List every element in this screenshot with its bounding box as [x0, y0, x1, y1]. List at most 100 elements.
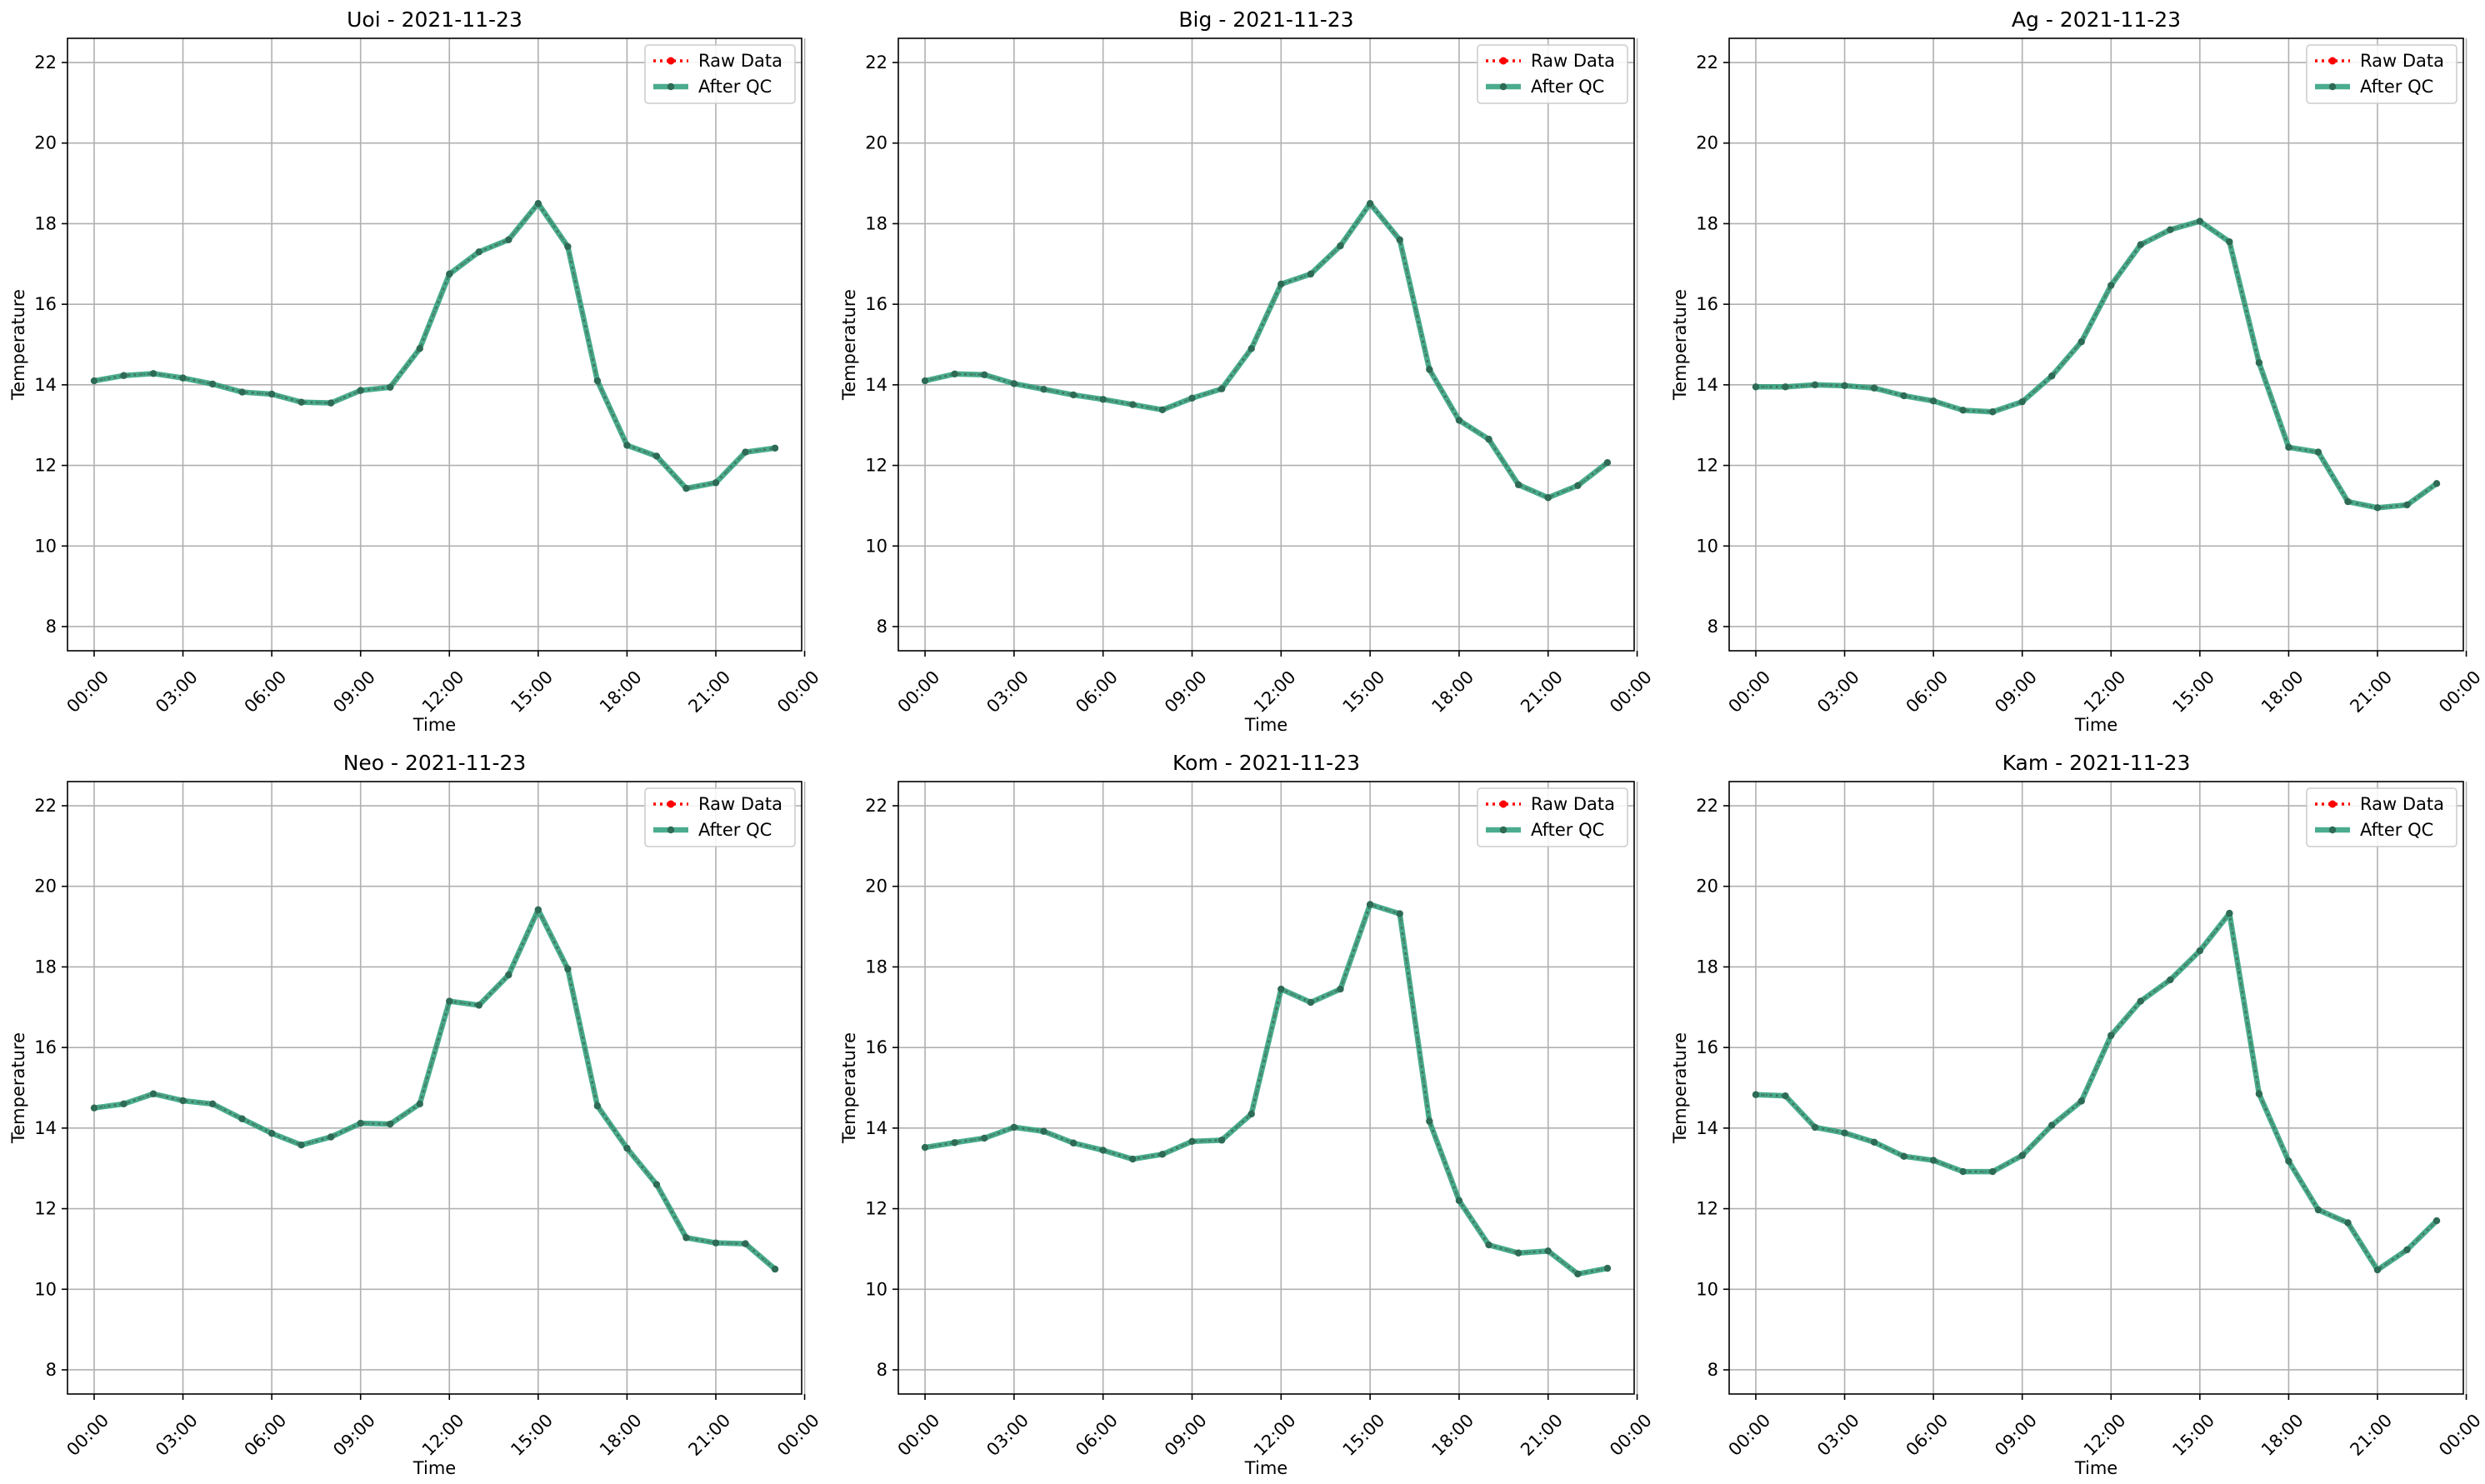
y-tick-label: 22 [1696, 796, 1718, 816]
y-axis-label: Temperature [8, 289, 28, 401]
after-qc-point [2314, 1206, 2322, 1214]
after-qc-point [1337, 985, 1344, 993]
after-qc-point [1455, 1197, 1463, 1205]
after-qc-point [1544, 494, 1552, 502]
y-axis-label: Temperature [839, 289, 859, 401]
after-qc-point [1426, 1117, 1433, 1125]
x-tick-label: 15:00 [2168, 1410, 2218, 1460]
after-qc-point [2403, 1246, 2411, 1254]
legend-raw-marker [1499, 800, 1508, 808]
legend-qc-marker [2328, 82, 2337, 91]
y-tick-label: 20 [34, 877, 57, 897]
after-qc-point [534, 906, 542, 913]
after-qc-point [2255, 1090, 2263, 1097]
after-qc-point [682, 484, 690, 492]
axes-frame [67, 37, 802, 652]
x-tick-label: 03:00 [982, 1410, 1032, 1460]
x-tick-label: 21:00 [2346, 1410, 2396, 1460]
legend-raw-label: Raw Data [1531, 51, 1615, 71]
x-tick-label: 03:00 [982, 667, 1032, 717]
after-qc-point [1040, 385, 1048, 393]
legend-raw-label: Raw Data [698, 794, 782, 814]
after-qc-point [1574, 482, 1582, 489]
x-tick-label: 00:00 [1606, 1410, 1656, 1460]
y-tick-label: 10 [865, 536, 888, 556]
after-qc-point [2137, 997, 2144, 1005]
after-qc-point [771, 1265, 779, 1273]
after-qc-point [564, 242, 572, 251]
after-qc-point [1811, 1123, 1819, 1132]
legend-qc-label: After QC [2360, 820, 2433, 840]
x-tick-label: 15:00 [507, 667, 557, 717]
subplot-4: 8 10 12 14 16 18 20 22 00:00 03:00 06:00 09:00 12:00… [8, 751, 823, 1478]
x-tick-label: 00:00 [894, 1410, 944, 1460]
x-tick-label: 06:00 [1902, 1410, 1952, 1460]
y-tick-label: 16 [1696, 294, 1718, 314]
after-qc-line [93, 907, 778, 1272]
after-qc-point [1396, 910, 1403, 917]
after-qc-point [1040, 1127, 1048, 1135]
x-tick-label: 09:00 [1161, 667, 1211, 717]
legend-qc-marker [1499, 82, 1508, 91]
after-qc-point [2373, 1266, 2382, 1274]
after-qc-point [1129, 401, 1137, 408]
legend: Raw Data After QC [1477, 44, 1628, 104]
legend-qc-marker [667, 826, 675, 834]
x-tick-label: 18:00 [2258, 1410, 2308, 1460]
axes-frame [898, 37, 1635, 652]
after-qc-point [921, 377, 929, 385]
y-tick-label: 18 [34, 957, 57, 977]
after-qc-point [951, 370, 958, 377]
after-qc-point [327, 399, 335, 407]
y-tick-label: 22 [865, 52, 888, 72]
after-qc-point [475, 248, 482, 256]
y-tick-label: 12 [865, 456, 888, 476]
x-tick-label: 18:00 [1428, 667, 1478, 717]
after-qc-point [475, 1002, 482, 1009]
after-qc-point [90, 1104, 98, 1112]
after-qc-point [1900, 392, 1908, 400]
x-axis-label: Time [1244, 715, 1288, 735]
x-tick-label: 00:00 [773, 1410, 823, 1460]
x-tick-label: 06:00 [1902, 667, 1952, 717]
y-tick-label: 18 [865, 957, 888, 977]
x-tick-label: 15:00 [1339, 1410, 1389, 1460]
legend-raw-marker [2328, 57, 2337, 65]
after-qc-line [1755, 910, 2439, 1273]
after-qc-point [357, 1119, 364, 1127]
after-qc-point [593, 1102, 602, 1110]
after-qc-point [1188, 394, 1196, 402]
x-tick-label: 00:00 [1724, 667, 1774, 717]
raw-overlay-line [93, 202, 776, 490]
x-tick-label: 00:00 [1724, 1410, 1774, 1460]
y-axis-label: Temperature [839, 1032, 859, 1144]
after-qc-point [1485, 435, 1492, 443]
after-qc-point [2344, 497, 2352, 506]
after-qc-point [2373, 504, 2382, 512]
after-qc-point [1959, 1167, 1967, 1176]
y-axis-label: Temperature [1670, 289, 1690, 401]
after-qc-point [1988, 1167, 1997, 1176]
legend: Raw Data After QC [2306, 787, 2458, 847]
y-tick-label: 12 [34, 1199, 57, 1219]
legend: Raw Data After QC [644, 787, 796, 847]
after-qc-point [712, 479, 720, 487]
subplot-3: 8 10 12 14 16 18 20 22 00:00 03:00 06:00 09:00 12:00… [1670, 7, 2485, 735]
legend-qc-label: After QC [2360, 77, 2433, 97]
after-qc-point [921, 1143, 929, 1152]
after-qc-point [2018, 397, 2026, 406]
after-qc-point [623, 1144, 631, 1152]
legend-raw-label: Raw Data [2360, 51, 2444, 71]
raw-data-line [924, 201, 1608, 499]
axes-frame [1728, 37, 2464, 652]
x-tick-label: 03:00 [1813, 667, 1863, 717]
subplot-title: Uoi - 2021-11-23 [347, 7, 522, 32]
after-qc-point [2196, 947, 2204, 955]
after-qc-point [149, 370, 158, 377]
after-qc-point [416, 1100, 423, 1108]
y-tick-label: 14 [865, 1118, 888, 1138]
after-qc-point [327, 1133, 335, 1141]
y-tick-label: 16 [865, 1037, 888, 1057]
y-axis-label: Temperature [8, 1032, 28, 1144]
